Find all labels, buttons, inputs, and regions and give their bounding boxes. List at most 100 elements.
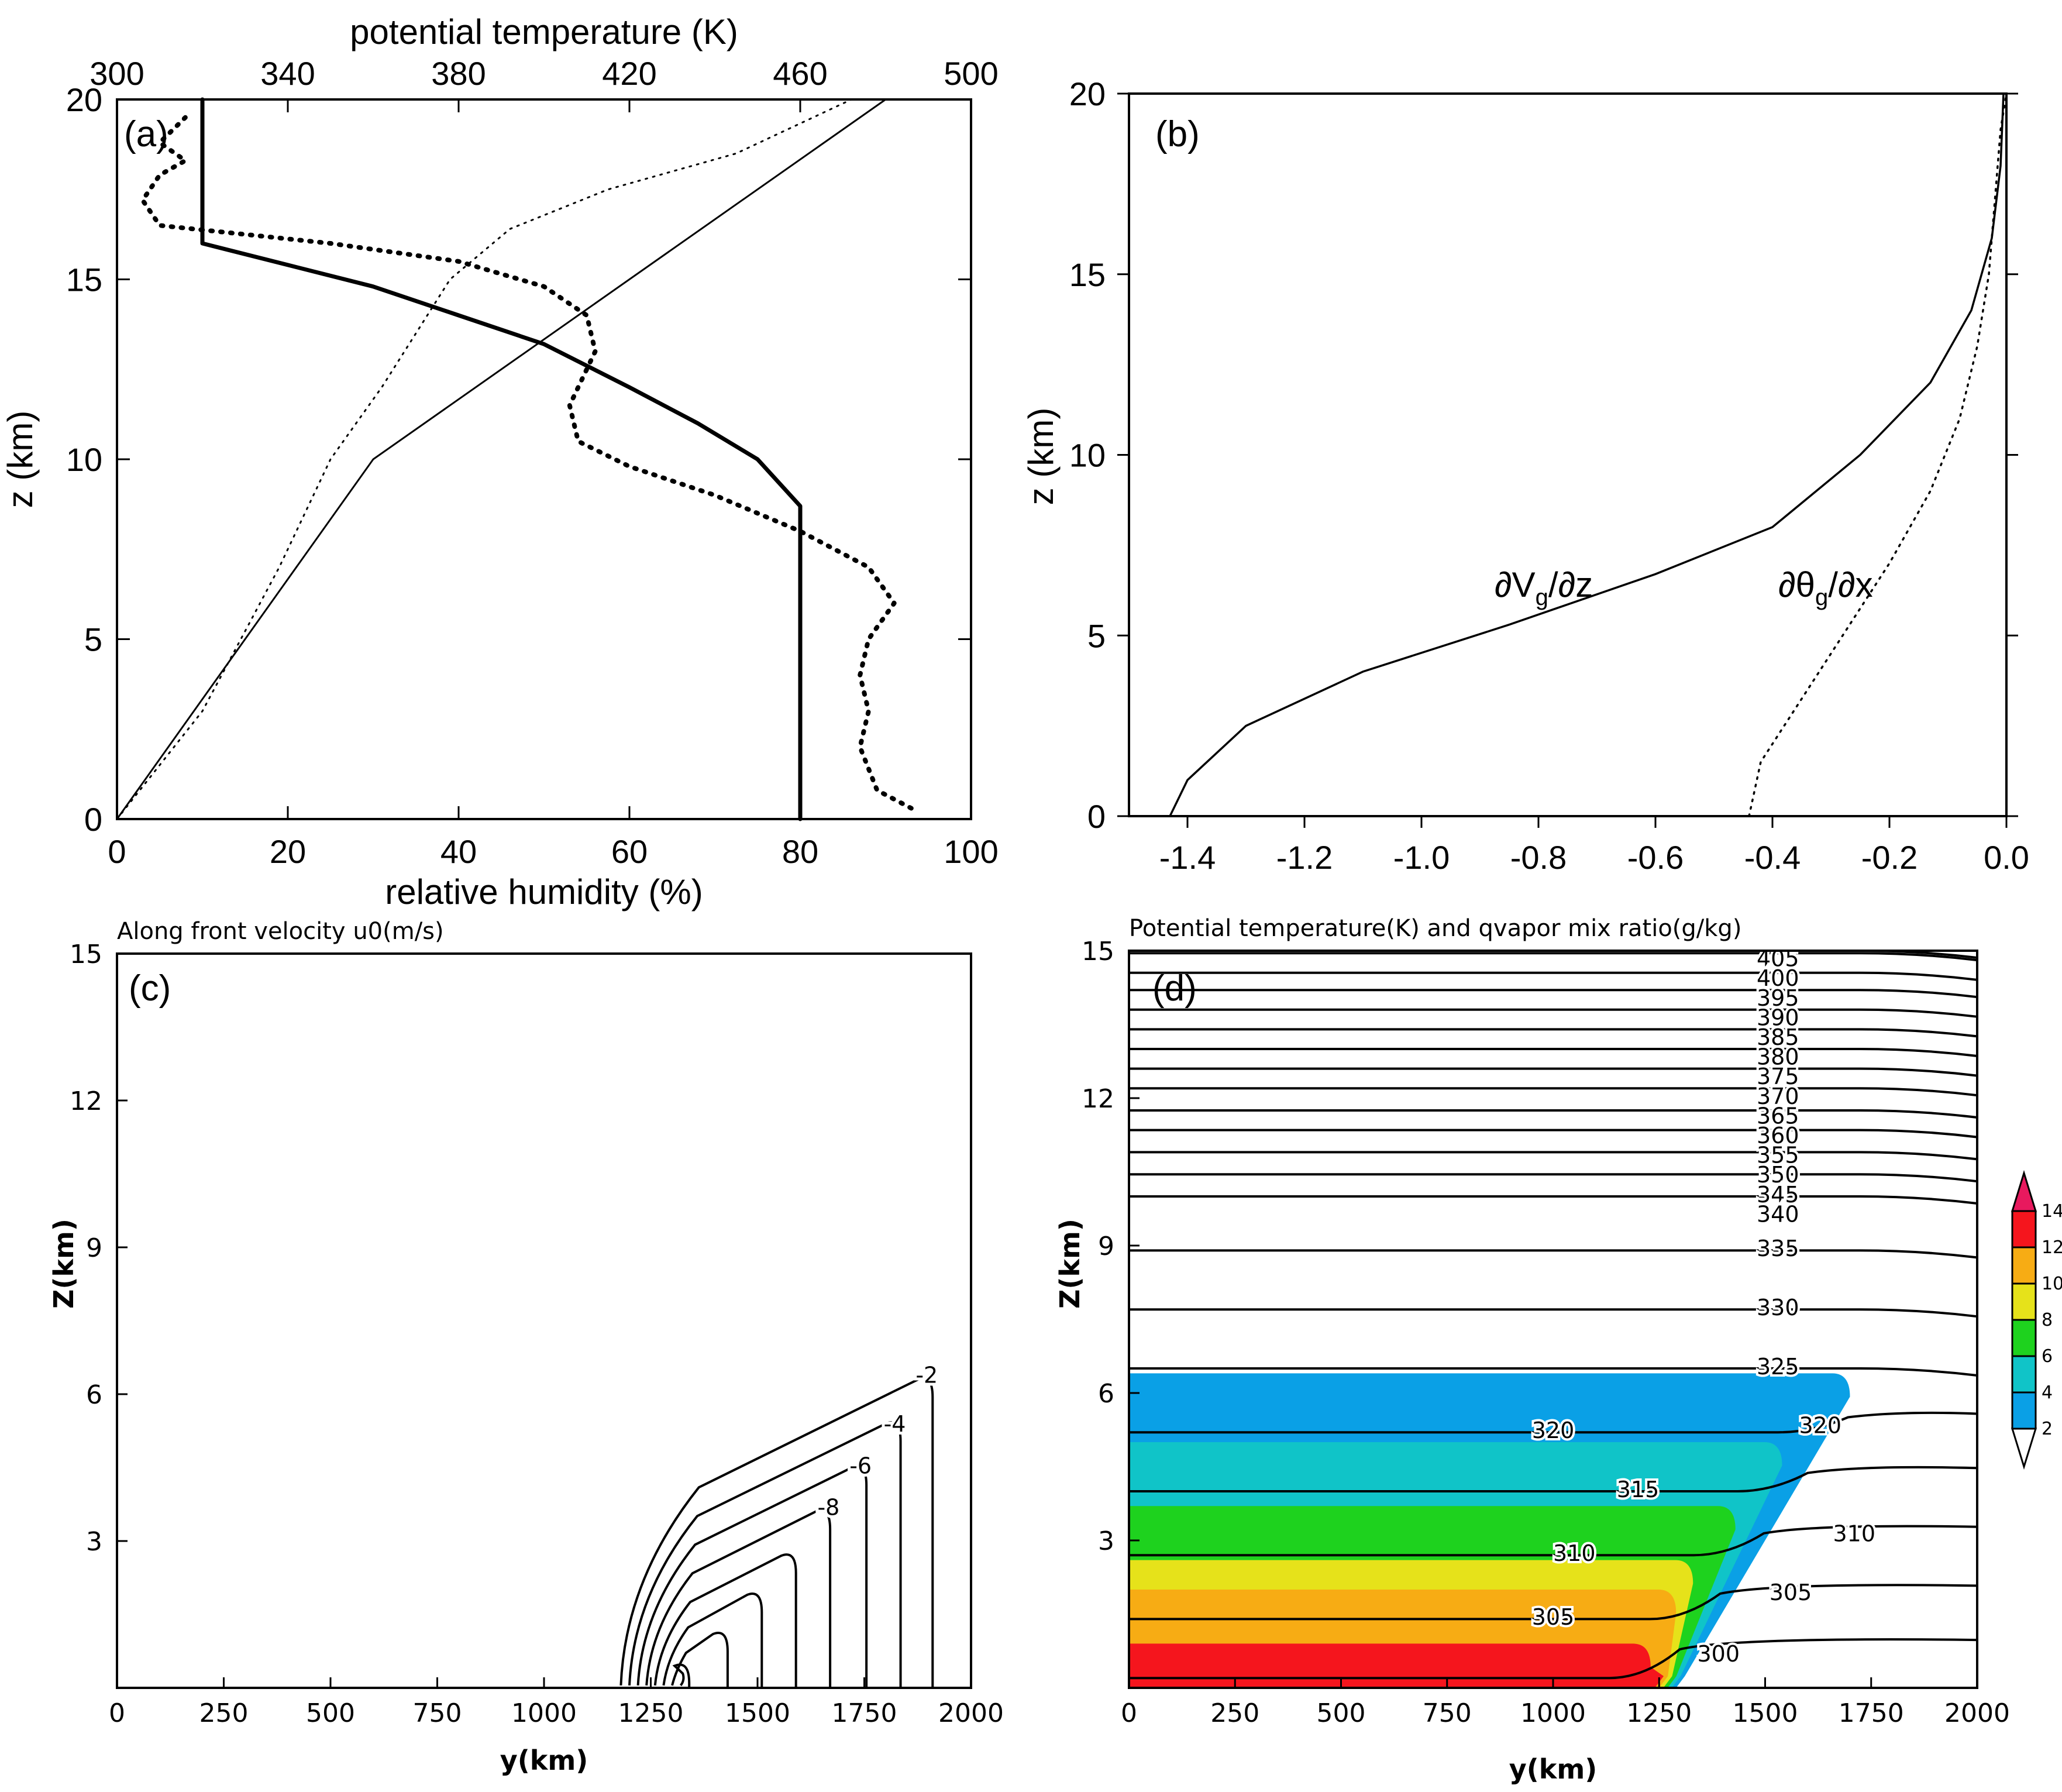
panel-b-y-axis-title: z (km) xyxy=(1021,408,1061,505)
theta-label: 340 xyxy=(1757,1201,1799,1227)
theta-contour-330 xyxy=(1129,1308,1978,1318)
panel-d: 4054003953903853803753703653603553503453… xyxy=(1054,915,2062,1785)
panel-c-x-tick-label: 1000 xyxy=(511,1698,577,1728)
panel-c-contour--4 xyxy=(628,1421,902,1688)
colorbar-tick-label: 2 xyxy=(2042,1419,2053,1439)
theta-contour-380 xyxy=(1129,1028,1978,1038)
panel-a-y-tick-label: 0 xyxy=(84,801,102,838)
theta-label: 345 xyxy=(1757,1182,1799,1208)
curve-label-dvg-dz-rest: /∂z xyxy=(1548,565,1593,604)
theta-label: 395 xyxy=(1757,985,1799,1011)
theta-label: 360 xyxy=(1757,1123,1799,1148)
panel-d-x-tick-label: 1500 xyxy=(1733,1698,1798,1728)
colorbar-tick-label: 6 xyxy=(2042,1346,2053,1367)
panel-a: potential temperature (K) relative humid… xyxy=(1,12,999,912)
theta-label: 380 xyxy=(1757,1044,1799,1070)
panel-d-y-tick-label: 12 xyxy=(1082,1084,1114,1114)
colorbar-tick-label: 4 xyxy=(2042,1382,2053,1403)
colorbar-bottom-arrow xyxy=(2011,1428,2037,1470)
panel-d-x-tick-label: 1000 xyxy=(1520,1698,1586,1728)
panel-d-x-tick-label: 250 xyxy=(1210,1698,1259,1728)
panel-a-bottom-tick-label: 0 xyxy=(108,833,126,870)
theta-label: 400 xyxy=(1757,965,1799,991)
theta-contour-325 xyxy=(1129,1367,1978,1377)
colorbar-segment xyxy=(2011,1319,2037,1357)
panel-c-ticks: 0 250 500 750 1000 1250 1500 1750 2000 3 6 9 12 15 xyxy=(70,940,1004,1728)
panel-b-y-tick-label: 10 xyxy=(1069,437,1106,474)
theta-label: 320 xyxy=(1532,1418,1575,1443)
theta-label: 370 xyxy=(1757,1084,1799,1109)
panel-d-x-tick-label: 2000 xyxy=(1944,1698,2010,1728)
panel-a-top-tick-label: 340 xyxy=(260,55,315,92)
panel-c-x-tick-label: 2000 xyxy=(938,1698,1004,1728)
colorbar-segment xyxy=(2011,1246,2037,1285)
panel-c: Along front velocity u0(m/s) y(km) Z(km)… xyxy=(48,918,1004,1776)
panel-c-x-tick-label: 1750 xyxy=(832,1698,897,1728)
panel-c-frame xyxy=(116,952,972,1689)
panel-b-x-tick-label: -0.4 xyxy=(1744,839,1801,876)
panel-c-x-axis-title: y(km) xyxy=(500,1745,588,1776)
panel-a-top-tick-label: 460 xyxy=(773,55,827,92)
colorbar-segment xyxy=(2011,1282,2037,1321)
colorbar: 2 4 6 8 10 12 14 xyxy=(2011,1170,2062,1470)
theta-contour-340 xyxy=(1129,1195,1978,1205)
panel-d-x-tick-label: 1250 xyxy=(1626,1698,1692,1728)
theta-label: 350 xyxy=(1757,1162,1799,1188)
theta-label: 305 xyxy=(1532,1604,1575,1630)
theta-contour-335 xyxy=(1129,1249,1978,1259)
colorbar-segment xyxy=(2011,1210,2037,1248)
panel-b-frame xyxy=(1128,92,2008,817)
theta-contour-390 xyxy=(1129,989,1978,999)
panel-b-series-0 xyxy=(1169,92,2005,817)
panel-c-contours: -2 -4 -6 -8 xyxy=(619,1360,941,1688)
theta-contour-320 xyxy=(1129,1411,1978,1434)
panel-a-top-axis-title: potential temperature (K) xyxy=(350,12,738,51)
theta-label: 385 xyxy=(1757,1024,1799,1050)
panel-a-bottom-tick-label: 80 xyxy=(782,833,818,870)
panel-d-y-tick-label: 6 xyxy=(1098,1379,1114,1409)
panel-c-contour--2 xyxy=(619,1377,934,1688)
panel-a-y-axis-title: z (km) xyxy=(1,411,40,508)
theta-label: 320 xyxy=(1799,1413,1841,1439)
panel-a-y-tick-label: 15 xyxy=(66,262,102,298)
panel-c-x-tick-label: 500 xyxy=(306,1698,355,1728)
colorbar-tick-label: 10 xyxy=(2042,1274,2062,1294)
panel-c-title: Along front velocity u0(m/s) xyxy=(117,918,444,945)
panel-d-x-tick-label: 750 xyxy=(1423,1698,1472,1728)
panel-b-y-tick-label: 5 xyxy=(1087,617,1106,654)
theta-contour-370 xyxy=(1129,1067,1978,1077)
theta-contour-395 xyxy=(1129,971,1978,981)
panel-c-contour--10 xyxy=(653,1553,797,1688)
panel-a-top-tick-label: 380 xyxy=(431,55,486,92)
panel-d-x-tick-label: 1750 xyxy=(1839,1698,1904,1728)
theta-label: 310 xyxy=(1833,1521,1875,1546)
panel-a-series-3 xyxy=(140,115,914,811)
theta-label: 330 xyxy=(1757,1295,1799,1320)
panel-c-contour--6 xyxy=(636,1465,868,1688)
panel-a-frame xyxy=(116,98,972,820)
panel-b-x-tick-label: -0.8 xyxy=(1510,839,1567,876)
panel-a-y-tick-label: 10 xyxy=(66,441,102,478)
panel-c-contour-label: -8 xyxy=(817,1494,839,1520)
panel-b-x-tick-label: 0.0 xyxy=(1984,839,2029,876)
panel-a-series xyxy=(116,97,914,821)
panel-b-x-tick-label: -0.6 xyxy=(1627,839,1684,876)
panel-c-x-tick-label: 1500 xyxy=(725,1698,790,1728)
panel-b-x-tick-label: -0.2 xyxy=(1861,839,1918,876)
panel-a-bottom-axis-title: relative humidity (%) xyxy=(385,872,703,912)
theta-contour-345 xyxy=(1129,1173,1978,1183)
panel-a-y-tick-label: 20 xyxy=(66,81,102,118)
panel-c-y-tick-label: 9 xyxy=(86,1233,102,1263)
panel-c-x-tick-label: 0 xyxy=(109,1698,125,1728)
panel-a-y-tick-label: 5 xyxy=(84,621,102,658)
panel-d-x-tick-label: 500 xyxy=(1317,1698,1366,1728)
theta-contour-315 xyxy=(1129,1466,1978,1492)
panel-c-x-tick-label: 250 xyxy=(199,1698,249,1728)
panel-c-y-tick-label: 12 xyxy=(70,1086,102,1116)
theta-contour-350 xyxy=(1129,1151,1978,1161)
panel-d-y-axis-title: Z(km) xyxy=(1054,1219,1086,1309)
theta-label: 305 xyxy=(1770,1580,1812,1605)
panel-b-ticks: -1.4 -1.2 -1.0 -0.8 -0.6 -0.4 -0.2 0.0 0 5 10 15 20 xyxy=(1069,75,2029,876)
theta-contour-375 xyxy=(1129,1048,1978,1057)
